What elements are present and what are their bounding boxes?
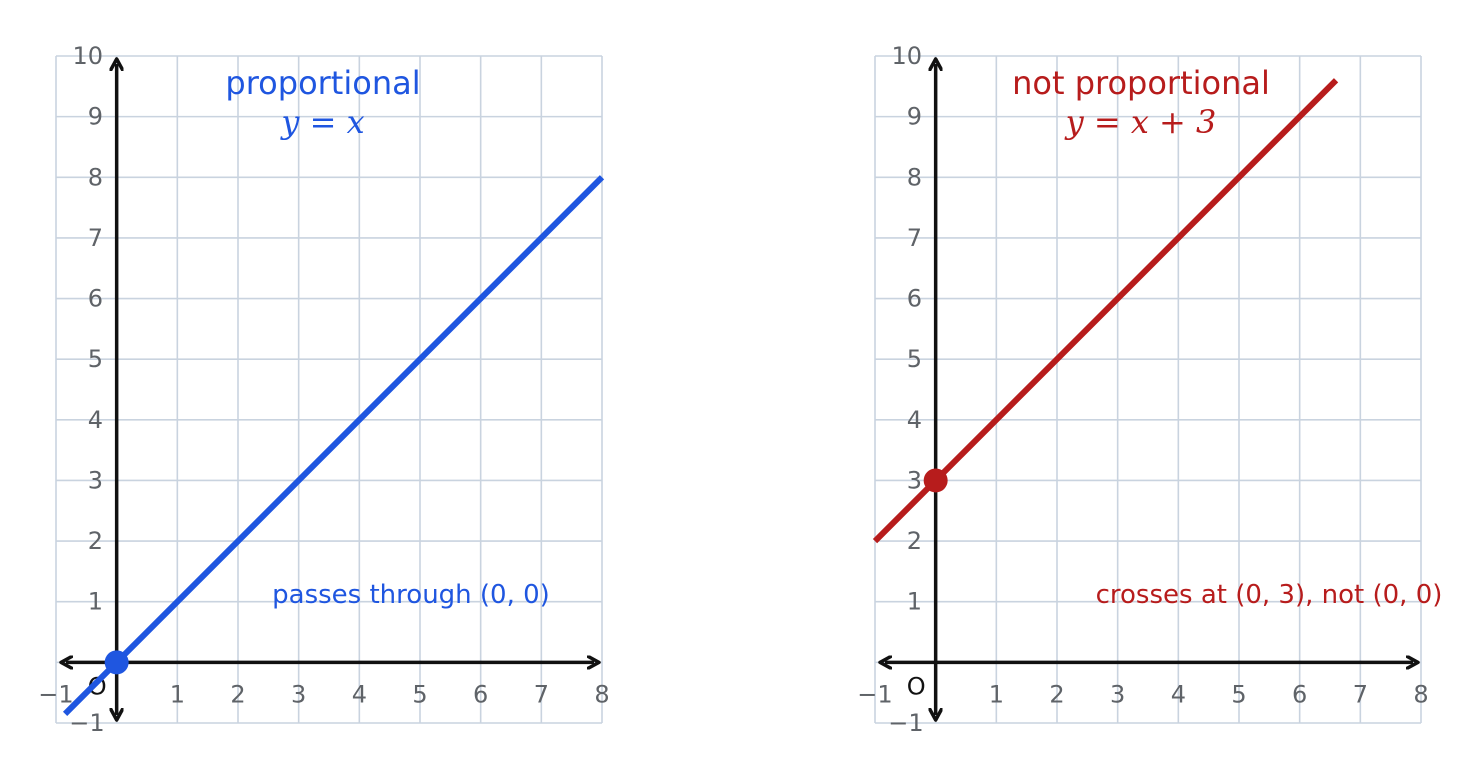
y-tick-label: 3: [907, 466, 922, 494]
y-tick-label: 9: [88, 103, 103, 131]
chart-equation: y = x + 3: [1064, 103, 1217, 141]
y-tick-label: 8: [907, 163, 922, 191]
y-tick-label: 5: [907, 345, 922, 373]
y-tick-label: 1: [907, 588, 922, 616]
x-tick-label: 7: [534, 680, 549, 708]
x-tick-label: 5: [1231, 680, 1246, 708]
y-tick-label: 5: [88, 345, 103, 373]
x-tick-label: 6: [473, 680, 488, 708]
y-tick-label: 2: [907, 527, 922, 555]
x-tick-label: 4: [1171, 680, 1186, 708]
annotation-label: crosses at (0, 3), not (0, 0): [1096, 580, 1443, 610]
chart-title: not proportional: [1012, 64, 1270, 102]
x-tick-label: 2: [230, 680, 245, 708]
y-tick-label: 6: [88, 285, 103, 313]
series-line: [872, 78, 1339, 544]
x-tick-label: 1: [170, 680, 185, 708]
x-tick-label: 4: [352, 680, 367, 708]
y-tick-label: 4: [907, 406, 922, 434]
x-tick-label: 1: [989, 680, 1004, 708]
y-tick-label: −1: [69, 709, 104, 737]
x-tick-label: 6: [1292, 680, 1307, 708]
y-tick-label: 9: [907, 103, 922, 131]
x-tick-label: 8: [1413, 680, 1428, 708]
y-tick-label: 8: [88, 163, 103, 191]
y-tick-label: 1: [88, 588, 103, 616]
y-tick-label: 10: [891, 42, 922, 70]
x-tick-label: −1: [857, 680, 892, 708]
highlight-point: [923, 468, 948, 493]
x-tick-label: 3: [1110, 680, 1125, 708]
y-tick-label: 7: [907, 224, 922, 252]
x-tick-label: 2: [1049, 680, 1064, 708]
x-tick-label: −1: [38, 680, 73, 708]
y-tick-label: 4: [88, 406, 103, 434]
y-tick-label: 10: [72, 42, 103, 70]
chart-equation: y = x: [279, 103, 364, 141]
y-tick-label: 7: [88, 224, 103, 252]
chart-title: proportional: [225, 64, 420, 102]
x-tick-label: 3: [291, 680, 306, 708]
y-tick-label: 6: [907, 285, 922, 313]
x-tick-label: 8: [594, 680, 609, 708]
grid: [874, 55, 1422, 724]
series-line: [62, 175, 605, 717]
x-tick-label: 7: [1353, 680, 1368, 708]
y-tick-label: 3: [88, 466, 103, 494]
grid: [55, 55, 603, 724]
annotation-label: passes through (0, 0): [272, 580, 550, 610]
x-tick-label: 5: [412, 680, 427, 708]
y-tick-label: 2: [88, 527, 103, 555]
highlight-point: [104, 650, 129, 675]
origin-label: O: [907, 672, 926, 700]
y-tick-label: −1: [888, 709, 923, 737]
